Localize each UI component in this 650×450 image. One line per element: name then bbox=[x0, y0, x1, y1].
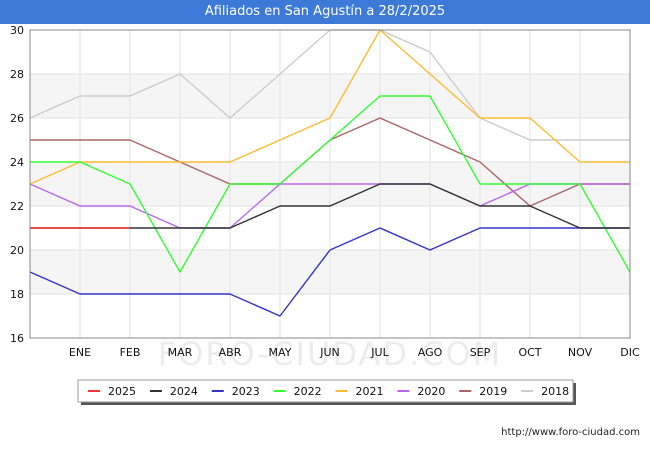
x-tick-label: MAR bbox=[168, 346, 193, 359]
series-line-2023 bbox=[29, 227, 630, 317]
series-line-2022 bbox=[30, 95, 631, 273]
y-tick-label: 28 bbox=[10, 68, 24, 81]
x-axis-ticks: ENE FEB MAR ABR MAY JUN JUL AGO SEP OCT NOV DIC bbox=[69, 346, 640, 359]
legend-label-2018: 2018 bbox=[541, 385, 569, 398]
x-tick-label: NOV bbox=[568, 346, 593, 359]
x-tick-label: FEB bbox=[120, 346, 141, 359]
source-url: http://www.foro-ciudad.com bbox=[501, 427, 640, 438]
legend: 2025 2024 2023 2022 2021 2020 2019 2018 bbox=[77, 379, 576, 405]
x-tick-label: JUN bbox=[319, 346, 340, 359]
x-tick-label: AGO bbox=[418, 346, 443, 359]
plot-frame bbox=[29, 29, 631, 339]
legend-label-2021: 2021 bbox=[356, 385, 384, 398]
y-tick-label: 24 bbox=[10, 156, 24, 169]
y-tick-label: 22 bbox=[10, 200, 24, 213]
x-tick-label: MAY bbox=[269, 346, 292, 359]
y-tick-label: 18 bbox=[10, 288, 24, 301]
watermark-text: FORO-CIUDAD.COM bbox=[158, 335, 503, 373]
legend-label-2023: 2023 bbox=[232, 385, 260, 398]
x-tick-label: JUL bbox=[370, 346, 389, 359]
legend-box bbox=[77, 379, 574, 403]
y-tick-label: 16 bbox=[10, 332, 24, 345]
x-tick-label: ENE bbox=[69, 346, 91, 359]
legend-label-2019: 2019 bbox=[479, 385, 507, 398]
x-tick-label: OCT bbox=[518, 346, 541, 359]
y-tick-label: 20 bbox=[10, 244, 24, 257]
y-tick-label: 26 bbox=[10, 112, 24, 125]
x-tick-label: DIC bbox=[620, 346, 640, 359]
y-axis-ticks: 16 18 20 22 24 26 28 30 bbox=[10, 24, 24, 345]
x-tick-label: SEP bbox=[470, 346, 491, 359]
chart-title: Afiliados en San Agustín a 28/2/2025 bbox=[0, 0, 650, 24]
y-tick-label: 30 bbox=[10, 24, 24, 37]
series-line-2021 bbox=[29, 29, 630, 185]
legend-label-2024: 2024 bbox=[170, 385, 198, 398]
legend-label-2022: 2022 bbox=[294, 385, 322, 398]
legend-label-2020: 2020 bbox=[417, 385, 445, 398]
legend-label-2025: 2025 bbox=[108, 385, 136, 398]
x-tick-label: ABR bbox=[219, 346, 242, 359]
